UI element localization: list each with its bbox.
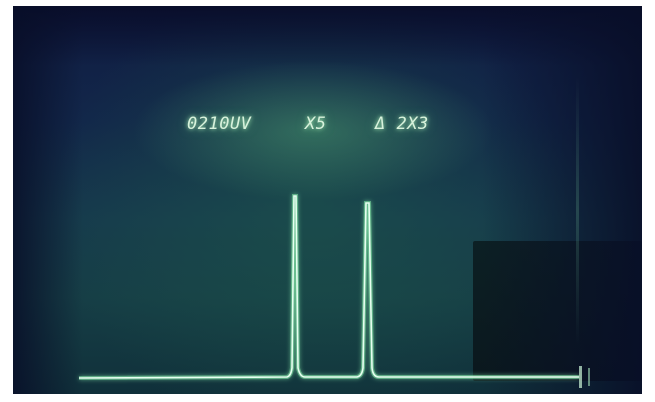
screen-edge-line	[576, 76, 579, 346]
readout-left: 0210UV	[187, 114, 252, 134]
waveform-trace	[78, 194, 590, 388]
right-shadow	[482, 6, 642, 394]
readout-right: Δ 2X3	[375, 114, 429, 134]
oscilloscope-photo: 0210UV X5 Δ 2X3	[13, 6, 642, 394]
readout-middle: X5	[305, 114, 327, 134]
trace-baseline-with-peaks	[78, 194, 579, 380]
trace-end-marker	[579, 366, 582, 388]
left-shadow	[13, 6, 83, 394]
